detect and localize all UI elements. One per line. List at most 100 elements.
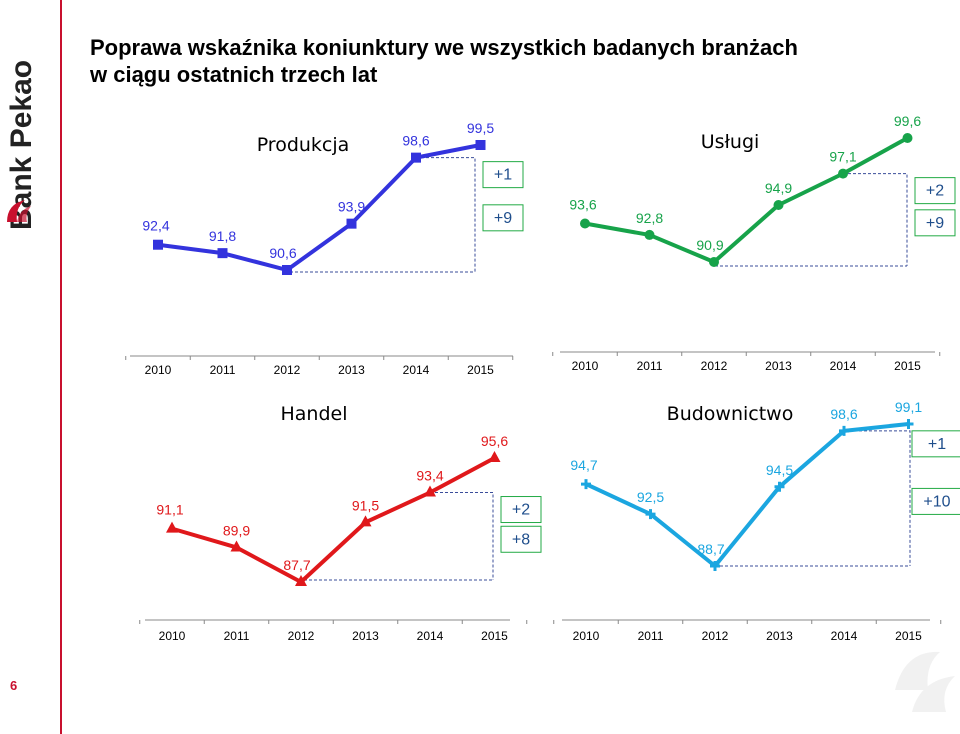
- chart-title: Produkcja: [257, 134, 350, 156]
- data-label: 93,4: [416, 468, 443, 484]
- delta-box-short: [914, 177, 956, 205]
- data-label: 99,6: [894, 113, 921, 129]
- series-line: [157, 143, 481, 272]
- data-label: 98,6: [830, 406, 857, 422]
- annotation-bracket-bottom: [286, 270, 475, 273]
- data-label: 91,1: [156, 502, 183, 518]
- divider-line: [60, 0, 62, 734]
- data-label: 91,5: [352, 497, 379, 513]
- data-point: [580, 218, 590, 229]
- x-tick-label: 2011: [210, 363, 236, 377]
- delta-label-short: +2: [512, 502, 530, 519]
- data-point: [282, 265, 292, 275]
- chart-title: Budownictwo: [667, 403, 794, 425]
- chart-uslugi: 2010 2011 2012 2013 2014 2015 Usługi +2 +9 93,6 92…: [552, 113, 956, 373]
- page-title-line-1: Poprawa wskaźnika koniunktury we wszystk…: [90, 35, 798, 60]
- data-point: [645, 509, 656, 520]
- data-point: [411, 152, 421, 163]
- data-label: 99,1: [895, 399, 922, 415]
- data-label: 92,8: [636, 210, 663, 226]
- data-label: 88,7: [697, 541, 724, 557]
- x-tick-label: 2013: [765, 359, 792, 373]
- x-tick-label: 2011: [637, 359, 663, 373]
- data-label: 92,4: [142, 218, 169, 234]
- data-label: 94,9: [765, 180, 792, 196]
- annotation-bracket-top: [430, 492, 494, 580]
- data-label: 91,8: [209, 228, 236, 244]
- delta-box-long: [482, 204, 524, 232]
- annotation-bracket-bottom: [300, 579, 493, 582]
- chart-title: Usługi: [701, 131, 760, 153]
- delta-box-short: [500, 496, 542, 524]
- x-tick-label: 2012: [702, 629, 729, 643]
- data-point: [424, 485, 436, 497]
- delta-label-long: +9: [926, 215, 944, 232]
- annotation-bracket-top: [843, 173, 908, 266]
- watermark-icon: [895, 651, 955, 712]
- data-point: [644, 229, 655, 240]
- data-label: 93,6: [569, 197, 596, 213]
- data-label: 94,5: [766, 462, 793, 478]
- data-point: [166, 521, 178, 533]
- series-line: [584, 136, 909, 264]
- x-tick-label: 2011: [224, 629, 250, 643]
- x-tick-label: 2010: [145, 363, 172, 377]
- data-point: [773, 199, 784, 210]
- data-label: 92,5: [637, 489, 664, 505]
- x-tick-label: 2010: [572, 359, 599, 373]
- data-point: [359, 515, 372, 527]
- x-tick-label: 2010: [573, 629, 600, 643]
- data-label: 97,1: [829, 149, 856, 165]
- series-line: [171, 456, 496, 584]
- annotation-bracket-top: [416, 157, 476, 272]
- delta-label-short: +1: [494, 167, 512, 184]
- delta-box-long: [500, 525, 542, 553]
- x-tick-label: 2010: [159, 629, 186, 643]
- x-tick-label: 2011: [638, 629, 664, 643]
- data-point: [153, 239, 163, 250]
- data-point: [475, 140, 486, 150]
- data-point: [774, 481, 785, 492]
- x-tick-label: 2013: [338, 363, 365, 377]
- data-point: [295, 575, 307, 586]
- annotation-bracket-bottom: [713, 262, 907, 267]
- chart-title: Handel: [280, 403, 347, 425]
- data-point: [838, 168, 848, 179]
- delta-label-long: +9: [494, 210, 512, 227]
- data-point: [709, 257, 719, 267]
- data-point: [581, 479, 591, 490]
- x-tick-label: 2014: [830, 359, 857, 373]
- data-label: 94,7: [570, 457, 597, 473]
- data-label: 98,6: [402, 133, 429, 149]
- x-tick-label: 2012: [274, 363, 301, 377]
- data-point: [903, 419, 914, 429]
- logo-swirl-icon: [7, 200, 31, 222]
- x-tick-label: 2012: [288, 629, 315, 643]
- data-point: [488, 451, 501, 462]
- data-point: [902, 133, 913, 143]
- x-tick-label: 2015: [481, 629, 508, 643]
- data-label: 90,6: [269, 245, 296, 261]
- chart-budownictwo: 2010 2011 2012 2013 2014 2015 Budownictwo +1 +10…: [553, 399, 960, 643]
- chart-handel: 2010 2011 2012 2013 2014 2015 Handel +2 +8 91,1 89…: [139, 403, 542, 643]
- x-tick-label: 2015: [895, 629, 922, 643]
- page-title: Poprawa wskaźnika koniunktury we wszystk…: [90, 34, 930, 88]
- delta-box-short: [911, 430, 960, 458]
- delta-label-long: +10: [923, 493, 950, 510]
- data-label: 89,9: [223, 522, 250, 538]
- page-number: 6: [10, 678, 18, 693]
- delta-label-short: +2: [926, 183, 944, 200]
- data-label: 95,6: [481, 433, 508, 449]
- delta-box-short: [482, 161, 524, 189]
- x-tick-label: 2014: [831, 629, 858, 643]
- data-point: [230, 540, 243, 552]
- x-tick-label: 2013: [766, 629, 793, 643]
- data-label: 93,9: [338, 199, 365, 215]
- data-point: [346, 218, 357, 229]
- data-label: 87,7: [283, 557, 310, 573]
- data-point: [217, 248, 228, 259]
- data-point: [839, 425, 849, 436]
- annotation-bracket-top: [844, 430, 911, 566]
- data-point: [710, 561, 720, 571]
- x-tick-label: 2013: [352, 629, 379, 643]
